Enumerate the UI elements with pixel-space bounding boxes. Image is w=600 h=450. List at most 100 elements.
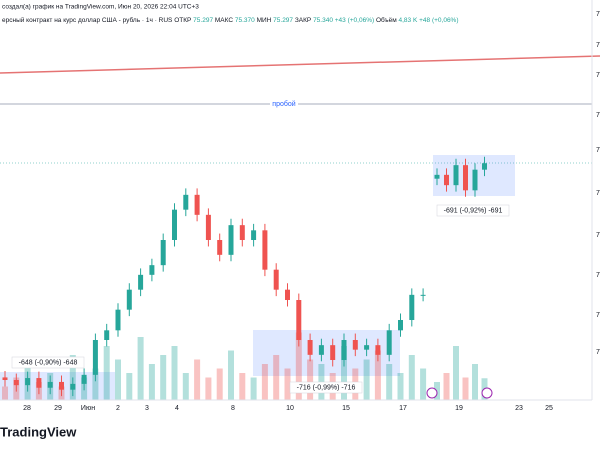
candle-body [434, 174, 440, 179]
volume-bar [386, 364, 393, 400]
symbol: ерсный контракт на курс доллар США - руб… [2, 16, 173, 24]
candle-body [228, 225, 234, 255]
price-axis-label: 7 [596, 312, 600, 319]
volume-bar [126, 373, 133, 400]
event-icon[interactable] [481, 387, 493, 399]
candle-body [104, 330, 110, 340]
volume-bar [216, 368, 223, 400]
range-label: -648 (-0,90%) -648 [19, 359, 78, 366]
volume-bar [397, 373, 404, 400]
label-bg [436, 204, 510, 217]
volume-bar [341, 346, 347, 400]
candle-body [398, 320, 403, 331]
field-label: ОТКР [174, 17, 191, 24]
candle-body [444, 174, 449, 186]
volume-bar [182, 373, 189, 400]
candle-body [81, 374, 87, 384]
change: +43 (+0,06%) [335, 17, 374, 24]
x-tick-label: 15 [342, 405, 350, 412]
price-axis-label: 7 [596, 190, 600, 197]
symbol-info: ерсный контракт на курс доллар США - руб… [2, 16, 459, 24]
candle-body [183, 194, 189, 210]
candle-body [160, 240, 166, 266]
volume-bar [284, 368, 291, 400]
field-value: 75.340 [313, 17, 333, 24]
volume-bar [205, 377, 212, 400]
volume-bar [472, 364, 478, 400]
volume-bar [171, 346, 178, 400]
field-label: ЗАКР [295, 17, 311, 24]
candle-body [482, 163, 487, 170]
price-axis-label: 7 [596, 232, 600, 239]
candle-body [352, 340, 358, 350]
candle-body [285, 289, 290, 300]
candle-body [59, 381, 64, 390]
candle-body [273, 269, 279, 290]
x-tick-label: 28 [23, 405, 31, 412]
candle-body [70, 383, 76, 390]
candle-body [13, 380, 19, 386]
volume-value: 4,83 K [399, 17, 418, 24]
volume-bar [273, 355, 280, 400]
candle-body [172, 209, 177, 240]
x-tick-label: 19 [455, 405, 463, 412]
volume-bar [250, 377, 257, 400]
volume-label: Объём [376, 16, 397, 24]
volume-bar [115, 359, 121, 400]
volume-bar [92, 368, 99, 400]
volume-bar [137, 337, 144, 400]
price-axis-label: 7 [596, 42, 600, 49]
candle-body [239, 225, 245, 240]
candle-body [217, 240, 223, 255]
volume-bar [148, 364, 155, 400]
volume-bar [374, 350, 381, 400]
field-label: МИН [257, 17, 272, 24]
candle-body [194, 194, 200, 215]
volume-bar [462, 377, 469, 400]
volume-bar [194, 359, 201, 400]
candle-body [341, 340, 347, 360]
volume-bar [103, 346, 110, 400]
candle-body [296, 300, 302, 340]
x-tick-label: 29 [54, 405, 62, 412]
field-value: 75.297 [193, 17, 213, 24]
volume-bar [363, 359, 370, 400]
candle-body [47, 381, 53, 388]
candle-body [420, 294, 426, 296]
candle-body [205, 214, 211, 240]
price-axis-label: 7 [596, 112, 600, 119]
range-label: -716 (-0,99%) -716 [297, 384, 356, 391]
volume-bar [307, 359, 314, 400]
candle-body [472, 169, 478, 191]
field-value: 75.370 [235, 17, 255, 24]
x-tick-label: 8 [231, 405, 235, 412]
candle-body [453, 165, 459, 186]
label-bg [289, 381, 363, 394]
x-tick-label: 23 [515, 405, 523, 412]
price-axis-label: 7 [596, 72, 600, 79]
event-icon[interactable] [426, 387, 438, 399]
price-axis-label: 7 [596, 349, 600, 356]
candle-body [364, 345, 370, 350]
x-tick-label: 10 [286, 405, 294, 412]
label-bg [11, 356, 85, 369]
candle-body [463, 165, 468, 191]
label-bg [270, 99, 298, 109]
candle-body [149, 265, 155, 275]
volume-bar [408, 355, 415, 400]
volume-bar [2, 386, 8, 400]
x-tick-label: 2 [116, 405, 120, 412]
volume-bar [420, 368, 427, 400]
x-tick-label: 4 [175, 405, 179, 412]
candle-body [92, 340, 98, 375]
candle-body [307, 340, 313, 355]
symbol-bar: ерсный контракт на курс доллар США - руб… [2, 16, 459, 24]
volume-bar [261, 364, 268, 400]
trend-line [0, 55, 600, 74]
candle-body [138, 274, 144, 290]
x-tick-label: 17 [399, 405, 407, 412]
candle-body [36, 378, 42, 388]
candle-body [375, 345, 381, 355]
